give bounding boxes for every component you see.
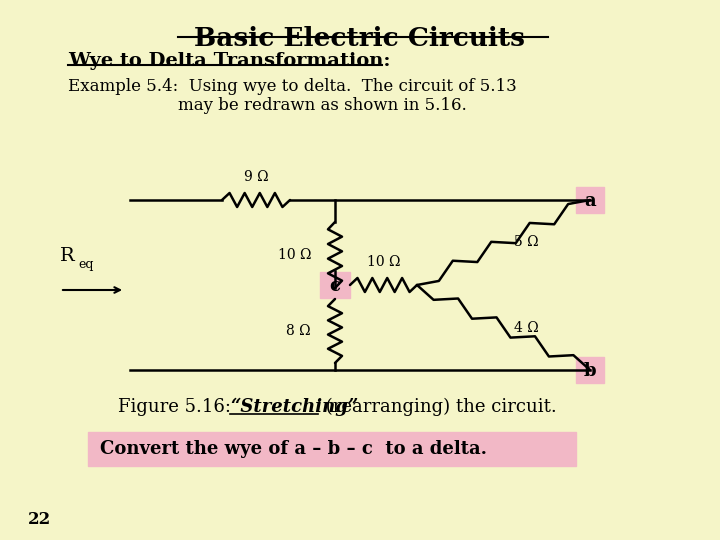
Text: a: a <box>584 192 596 210</box>
Text: (rearranging) the circuit.: (rearranging) the circuit. <box>320 398 557 416</box>
Text: Basic Electric Circuits: Basic Electric Circuits <box>194 26 526 51</box>
Text: Example 5.4:  Using wye to delta.  The circuit of 5.13: Example 5.4: Using wye to delta. The cir… <box>68 78 517 95</box>
Text: b: b <box>584 362 596 380</box>
Text: Figure 5.16:: Figure 5.16: <box>118 398 243 416</box>
Text: Convert the wye of a – b – c  to a delta.: Convert the wye of a – b – c to a delta. <box>100 440 487 458</box>
Text: eq: eq <box>78 258 94 271</box>
Text: 5 Ω: 5 Ω <box>513 235 538 249</box>
FancyBboxPatch shape <box>576 187 604 213</box>
Text: 10 Ω: 10 Ω <box>366 255 400 269</box>
Text: Wye to Delta Transformation:: Wye to Delta Transformation: <box>68 52 390 70</box>
FancyBboxPatch shape <box>576 357 604 383</box>
Text: 9 Ω: 9 Ω <box>243 170 269 184</box>
Text: 10 Ω: 10 Ω <box>277 248 311 262</box>
Text: may be redrawn as shown in 5.16.: may be redrawn as shown in 5.16. <box>178 97 467 114</box>
Text: 8 Ω: 8 Ω <box>287 324 311 338</box>
FancyBboxPatch shape <box>88 432 576 466</box>
Text: c: c <box>330 277 341 295</box>
FancyBboxPatch shape <box>320 272 350 298</box>
Text: R: R <box>60 247 75 265</box>
Text: “Stretching”: “Stretching” <box>230 398 359 416</box>
Text: 22: 22 <box>28 511 51 528</box>
Text: 4 Ω: 4 Ω <box>513 321 539 334</box>
